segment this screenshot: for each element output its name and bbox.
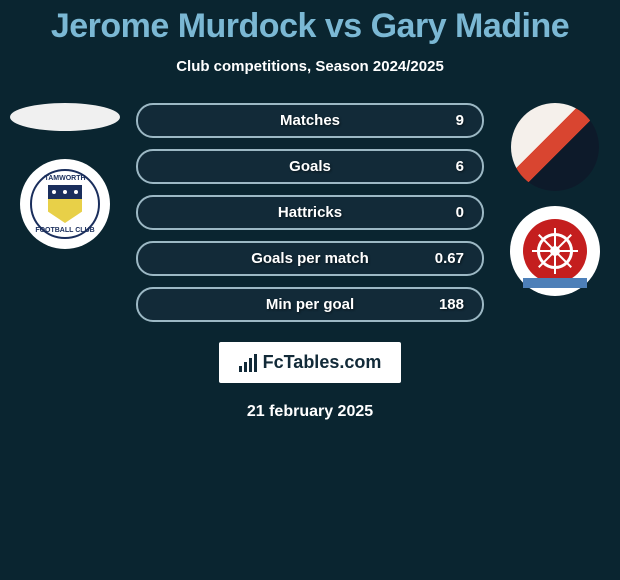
badge-right-ribbon (523, 278, 587, 288)
shield-icon (48, 185, 82, 223)
badge-left-bottom-text: FOOTBALL CLUB (35, 227, 94, 234)
footer: FcTables.com 21 february 2025 (219, 342, 402, 421)
brand-logo: FcTables.com (219, 342, 402, 383)
date-text: 21 february 2025 (247, 403, 373, 421)
player-photo-right (511, 103, 599, 191)
stat-bar: Goals 6 (136, 149, 484, 184)
badge-left-ring: TAMWORTH FOOTBALL CLUB (30, 169, 100, 239)
player-photo-left (10, 103, 120, 131)
shield-top-bar (48, 185, 82, 199)
club-badge-right (510, 206, 600, 296)
shield-dot (52, 190, 56, 194)
wheel-hub (550, 246, 560, 256)
right-column (490, 103, 620, 296)
badge-right-disc (523, 219, 587, 283)
stat-label: Min per goal (266, 296, 354, 313)
club-badge-left: TAMWORTH FOOTBALL CLUB (20, 159, 110, 249)
bar-chart-icon (239, 354, 257, 372)
wheel-icon (530, 226, 580, 276)
brand-text: FcTables.com (263, 352, 382, 373)
logo-bar (249, 358, 252, 372)
stat-label: Goals per match (251, 250, 369, 267)
logo-bar (244, 362, 247, 372)
stat-bar: Hattricks 0 (136, 195, 484, 230)
stat-bar: Goals per match 0.67 (136, 241, 484, 276)
left-column: TAMWORTH FOOTBALL CLUB (0, 103, 130, 249)
logo-bar (239, 366, 242, 372)
stat-label: Goals (289, 158, 331, 175)
page-title: Jerome Murdock vs Gary Madine (51, 7, 569, 46)
shield-dot (74, 190, 78, 194)
subtitle: Club competitions, Season 2024/2025 (176, 58, 444, 75)
stat-value: 0 (456, 204, 464, 221)
logo-bar (254, 354, 257, 372)
stat-value: 9 (456, 112, 464, 129)
stats-column: Matches 9 Goals 6 Hattricks 0 Goals per match 0… (130, 103, 490, 322)
stat-value: 188 (439, 296, 464, 313)
stat-value: 0.67 (435, 250, 464, 267)
comparison-card: Jerome Murdock vs Gary Madine Club compe… (0, 0, 620, 421)
stat-label: Hattricks (278, 204, 342, 221)
stat-label: Matches (280, 112, 340, 129)
shield-dot (63, 190, 67, 194)
stat-bar: Min per goal 188 (136, 287, 484, 322)
stat-value: 6 (456, 158, 464, 175)
badge-left-top-text: TAMWORTH (44, 175, 85, 182)
main-row: TAMWORTH FOOTBALL CLUB Matches 9 Goals 6 Hat… (0, 103, 620, 322)
stat-bar: Matches 9 (136, 103, 484, 138)
